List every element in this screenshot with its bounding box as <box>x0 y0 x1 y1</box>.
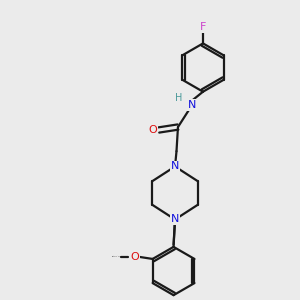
Text: H: H <box>175 94 182 103</box>
Text: N: N <box>188 100 196 110</box>
Text: F: F <box>200 22 206 32</box>
Text: O: O <box>148 125 157 135</box>
Text: O: O <box>130 252 139 262</box>
Text: N: N <box>171 161 179 172</box>
Text: methoxy: methoxy <box>112 256 118 257</box>
Text: N: N <box>171 214 179 224</box>
Text: methoxy: methoxy <box>116 255 122 256</box>
